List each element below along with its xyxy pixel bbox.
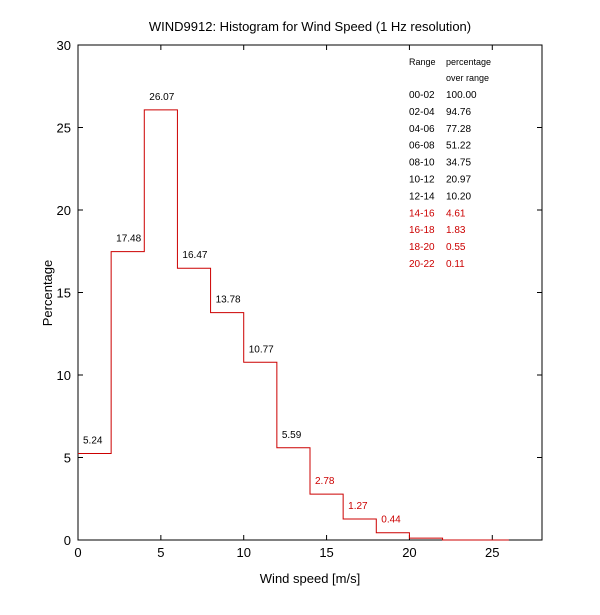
x-tick-label: 15: [319, 545, 333, 560]
table-percentage-cell: 94.76: [446, 107, 471, 118]
histogram-bin: [177, 268, 210, 540]
histogram-bin: [310, 494, 343, 540]
table-percentage-cell: 77.28: [446, 124, 471, 135]
y-axis-label: Percentage: [40, 260, 55, 327]
bar-value-label: 16.47: [182, 250, 207, 261]
x-tick-label: 20: [402, 545, 416, 560]
bar-value-label: 0.44: [381, 515, 401, 526]
x-axis-label: Wind speed [m/s]: [260, 571, 360, 586]
table-percentage-cell: 100.00: [446, 90, 477, 101]
y-tick-label: 0: [64, 533, 71, 548]
table-range-cell: 02-04: [409, 107, 435, 118]
table-header-percentage: percentage: [446, 57, 491, 67]
bar-value-label: 10.77: [249, 344, 274, 355]
histogram-bin: [277, 448, 310, 540]
histogram-bin: [343, 519, 376, 540]
y-tick-label: 30: [57, 38, 71, 53]
table-range-cell: 00-02: [409, 90, 435, 101]
table-percentage-cell: 1.83: [446, 225, 466, 236]
table-percentage-cell: 0.11: [446, 259, 465, 270]
x-tick-label: 25: [485, 545, 499, 560]
table-percentage-cell: 20.97: [446, 175, 471, 186]
table-range-cell: 18-20: [409, 242, 435, 253]
table-header-range: Range: [409, 57, 436, 67]
table-range-cell: 08-10: [409, 158, 435, 169]
table-range-cell: 12-14: [409, 191, 435, 202]
histogram-bin: [111, 252, 144, 540]
y-tick-label: 15: [57, 286, 71, 301]
bar-value-label: 5.24: [83, 436, 103, 447]
bar-value-label: 17.48: [116, 234, 141, 245]
histogram-bin: [376, 533, 409, 540]
histogram-bin: [144, 110, 177, 540]
table-range-cell: 04-06: [409, 124, 435, 135]
chart-title: WIND9912: Histogram for Wind Speed (1 Hz…: [149, 19, 471, 34]
table-percentage-cell: 34.75: [446, 158, 471, 169]
table-percentage-cell: 10.20: [446, 191, 471, 202]
table-range-cell: 14-16: [409, 208, 435, 219]
histogram-outline: [78, 109, 509, 541]
y-tick-label: 10: [57, 368, 71, 383]
table-range-cell: 06-08: [409, 141, 435, 152]
histogram-bin: [244, 362, 277, 540]
table-range-cell: 10-12: [409, 175, 435, 186]
table-range-cell: 20-22: [409, 259, 435, 270]
x-tick-label: 0: [74, 545, 81, 560]
table-percentage-cell: 0.55: [446, 242, 466, 253]
x-tick-label: 5: [157, 545, 164, 560]
bar-value-label: 26.07: [149, 92, 174, 103]
histogram-bin: [78, 454, 111, 540]
y-tick-label: 20: [57, 203, 71, 218]
y-tick-label: 25: [57, 121, 71, 136]
table-percentage-cell: 51.22: [446, 141, 471, 152]
y-tick-label: 5: [64, 451, 71, 466]
table-subheader: over range: [446, 73, 489, 83]
table-range-cell: 16-18: [409, 225, 435, 236]
table-percentage-cell: 4.61: [446, 208, 466, 219]
x-tick-label: 10: [236, 545, 250, 560]
bar-value-label: 2.78: [315, 476, 335, 487]
histogram-bin: [211, 313, 244, 540]
bar-value-label: 5.59: [282, 430, 302, 441]
bar-value-label: 1.27: [348, 501, 368, 512]
bar-value-label: 13.78: [216, 295, 241, 306]
